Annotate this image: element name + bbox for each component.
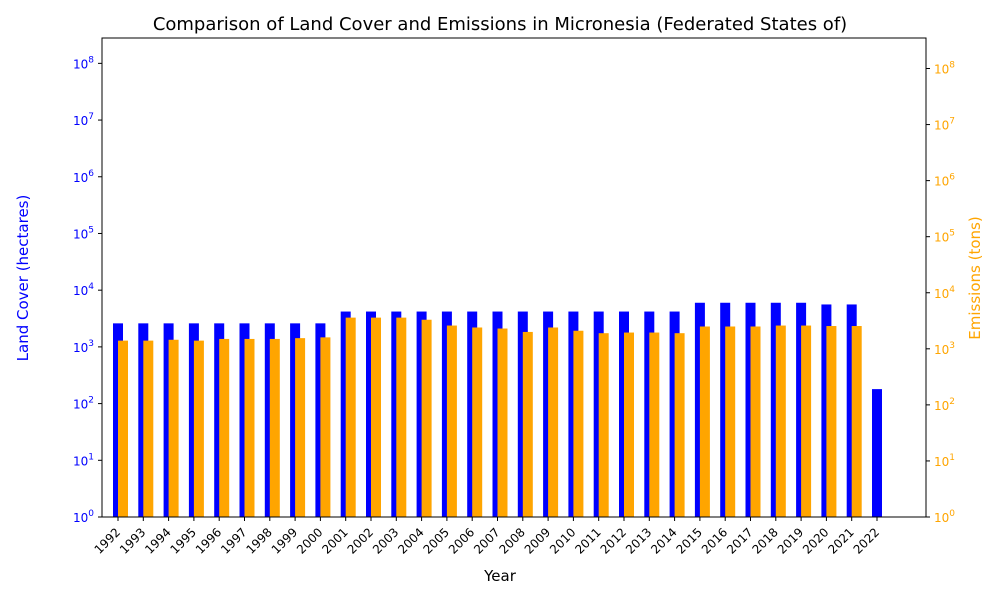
land-cover-bar-2022 (872, 389, 882, 517)
right-y-tick-label: 105 (934, 229, 955, 245)
emissions-bar-2000 (320, 337, 331, 517)
x-tick-label-1999: 1999 (269, 525, 300, 556)
right-y-axis-label: Emissions (tons) (966, 216, 984, 339)
emissions-bar-2014 (674, 333, 685, 517)
right-y-tick-label: 101 (934, 453, 955, 469)
x-tick-label-1994: 1994 (142, 525, 173, 556)
x-tick-label-2002: 2002 (345, 525, 376, 556)
right-y-tick-label: 100 (934, 509, 955, 525)
x-tick-label-2017: 2017 (724, 525, 755, 556)
emissions-bar-1997 (244, 338, 255, 517)
emissions-bar-2017 (750, 326, 761, 517)
x-tick-label-1993: 1993 (117, 525, 148, 556)
right-y-tick-label: 104 (934, 285, 955, 301)
chart-title: Comparison of Land Cover and Emissions i… (153, 14, 847, 35)
left-y-tick-label: 106 (73, 169, 94, 185)
emissions-bar-1992 (118, 340, 128, 517)
right-y-tick-label: 106 (934, 173, 955, 189)
left-y-tick-label: 107 (73, 112, 94, 128)
emissions-bar-1998 (269, 338, 280, 517)
emissions-bar-2019 (801, 325, 812, 517)
x-tick-label-2019: 2019 (775, 525, 806, 556)
right-y-tick-label: 108 (934, 61, 955, 77)
emissions-bar-2009 (548, 327, 559, 517)
left-y-tick-label: 103 (73, 339, 94, 355)
emissions-bar-2012 (624, 332, 634, 517)
x-tick-label-1996: 1996 (193, 525, 224, 556)
left-y-tick-label: 104 (73, 282, 94, 298)
x-tick-label-2021: 2021 (825, 525, 856, 556)
emissions-bar-2011 (598, 333, 609, 517)
right-y-tick-label: 107 (934, 117, 955, 133)
x-tick-label-2014: 2014 (648, 525, 679, 556)
emissions-bar-1999 (295, 338, 306, 517)
x-tick-label-2020: 2020 (800, 525, 831, 556)
x-tick-label-2015: 2015 (674, 525, 705, 556)
emissions-bar-2015 (699, 326, 710, 517)
right-y-tick-label: 103 (934, 341, 955, 357)
plot-frame (101, 37, 927, 518)
x-tick-label-2016: 2016 (699, 525, 730, 556)
emissions-bar-2018 (775, 325, 786, 517)
left-y-axis-label: Land Cover (hectares) (14, 195, 32, 362)
emissions-bar-1995 (193, 340, 204, 517)
left-y-tick-label: 105 (73, 225, 94, 241)
x-tick-label-2010: 2010 (547, 525, 578, 556)
x-tick-label-1998: 1998 (243, 525, 274, 556)
x-tick-label-1992: 1992 (92, 525, 123, 556)
x-tick-label-2018: 2018 (749, 525, 780, 556)
x-tick-label-2005: 2005 (421, 525, 452, 556)
emissions-bar-2007 (497, 328, 508, 517)
left-y-tick-label: 101 (73, 452, 94, 468)
x-tick-label-1995: 1995 (168, 525, 199, 556)
x-tick-label-2004: 2004 (395, 525, 426, 556)
left-y-tick-label: 108 (73, 55, 94, 71)
emissions-bar-2010 (573, 330, 584, 517)
emissions-bar-1996 (219, 338, 230, 517)
x-tick-label-2001: 2001 (319, 525, 350, 556)
plot-area: 100 101 102 103 104 105 106 107 108 100 101 102 103 1… (73, 37, 955, 557)
left-y-tick-label: 100 (73, 509, 94, 525)
emissions-bar-2021 (851, 326, 862, 517)
emissions-bar-2008 (522, 331, 533, 517)
emissions-bar-2005 (446, 325, 457, 517)
emissions-bar-1994 (168, 339, 179, 517)
x-tick-label-2011: 2011 (572, 525, 603, 556)
emissions-bar-2002 (371, 317, 381, 517)
x-tick-label-2000: 2000 (294, 525, 325, 556)
emissions-bar-2006 (472, 327, 483, 517)
x-axis-label: Year (483, 567, 517, 585)
emissions-bar-1993 (143, 340, 154, 517)
right-y-tick-label: 102 (934, 397, 955, 413)
emissions-bar-2013 (649, 332, 660, 517)
x-tick-label-1997: 1997 (218, 525, 249, 556)
left-y-tick-label: 102 (73, 396, 94, 412)
x-tick-label-2013: 2013 (623, 525, 654, 556)
emissions-bar-2003 (396, 317, 407, 517)
x-tick-label-2009: 2009 (522, 525, 553, 556)
x-tick-label-2007: 2007 (471, 525, 502, 556)
x-tick-label-2012: 2012 (598, 525, 629, 556)
x-tick-label-2022: 2022 (851, 525, 882, 556)
x-tick-label-2008: 2008 (496, 525, 527, 556)
emissions-bar-2020 (826, 326, 837, 517)
emissions-bar-2001 (345, 317, 356, 517)
x-tick-label-2006: 2006 (446, 525, 477, 556)
x-tick-label-2003: 2003 (370, 525, 401, 556)
emissions-bar-2016 (725, 326, 736, 517)
emissions-bar-2004 (421, 319, 432, 517)
